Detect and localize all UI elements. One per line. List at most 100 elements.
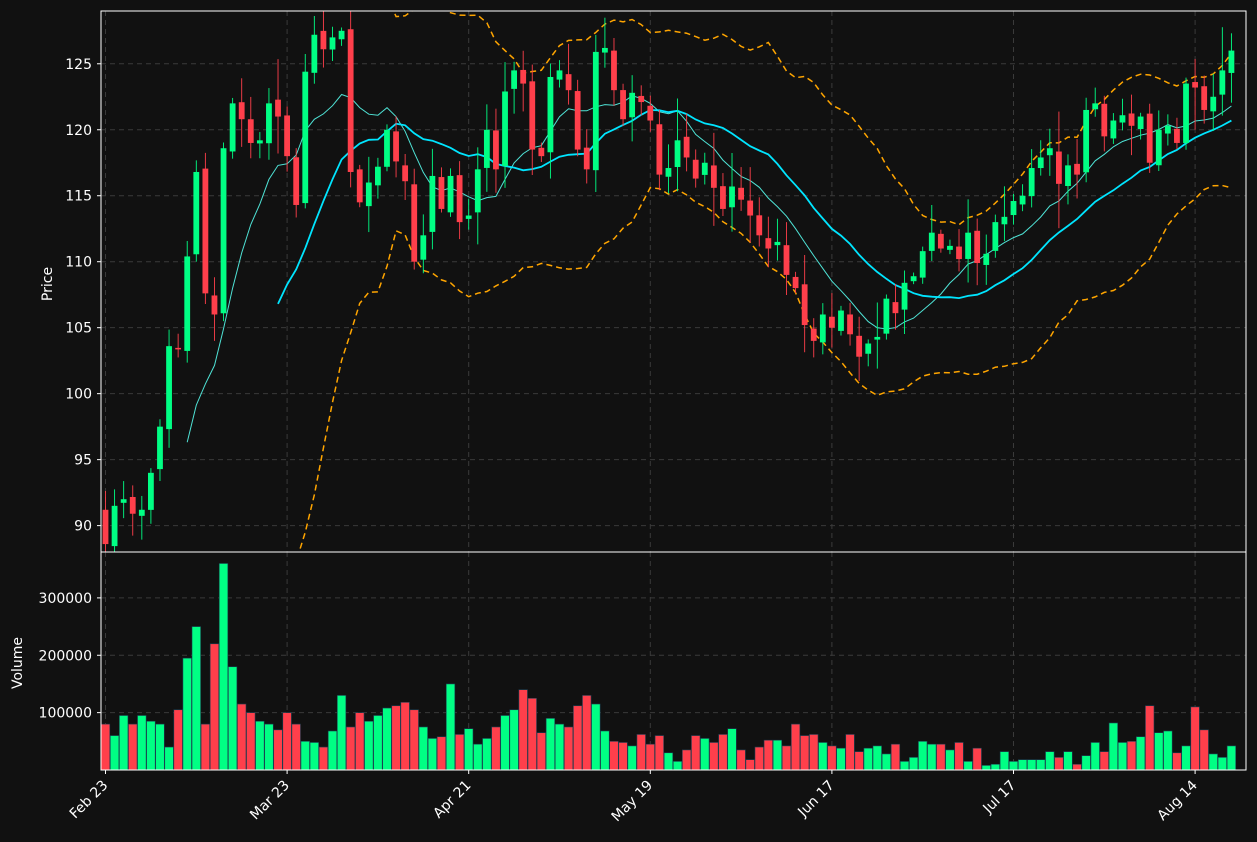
- candle-body: [256, 140, 263, 144]
- candle-body: [928, 232, 935, 251]
- candle-body: [865, 343, 872, 354]
- volume-tick-label: 200000: [39, 648, 92, 664]
- volume-bar: [1172, 752, 1182, 770]
- volume-bar: [473, 743, 483, 770]
- candle-body: [1128, 113, 1135, 126]
- volume-bar: [1226, 745, 1237, 770]
- volume-bar: [482, 738, 492, 770]
- volume-bar: [527, 697, 537, 770]
- candle-body: [202, 168, 209, 294]
- volume-bar: [582, 695, 592, 770]
- candle-body: [1155, 129, 1162, 166]
- volume-bar: [209, 643, 220, 770]
- volume-bar: [1072, 763, 1082, 770]
- candle-body: [465, 215, 472, 219]
- candle-body: [611, 50, 617, 91]
- candle-body: [266, 103, 272, 144]
- candle-body: [402, 165, 409, 182]
- candle-body: [710, 165, 717, 188]
- volume-bar: [990, 763, 1000, 770]
- volume-bar: [427, 738, 437, 770]
- candle-body: [774, 241, 781, 246]
- candle-body: [474, 169, 481, 213]
- candle-body: [901, 282, 908, 310]
- candle-body: [1001, 216, 1008, 225]
- volume-bar: [119, 715, 129, 770]
- volume-bar: [391, 705, 401, 770]
- volume-bar: [790, 723, 801, 770]
- candle-body: [447, 175, 454, 213]
- candle-body: [138, 509, 145, 516]
- volume-bar: [682, 749, 692, 770]
- volume-bar: [627, 745, 637, 770]
- candle-body: [538, 147, 545, 157]
- candle-body: [411, 184, 418, 262]
- volume-bar: [918, 741, 928, 770]
- candle-body: [338, 30, 345, 40]
- candle-body: [211, 295, 218, 315]
- volume-bar: [200, 723, 210, 770]
- volume-bar: [1217, 757, 1227, 770]
- candle-body: [1164, 125, 1171, 134]
- volume-bar: [872, 745, 882, 770]
- volume-bar: [545, 718, 556, 770]
- candle-body: [311, 34, 318, 73]
- price-panel-frame: [100, 10, 1247, 553]
- volume-axis-label: Volume: [10, 637, 26, 689]
- volume-bar: [509, 709, 519, 770]
- volume-bar: [182, 657, 192, 770]
- candle-body: [1183, 83, 1189, 143]
- volume-bar: [1090, 742, 1100, 770]
- volume-bar: [1045, 751, 1055, 770]
- volume-bar: [763, 739, 773, 770]
- volume-bar: [718, 734, 728, 770]
- volume-bar: [409, 709, 419, 770]
- volume-bar: [890, 743, 901, 770]
- candle-body: [574, 91, 581, 150]
- candle-body: [729, 186, 735, 208]
- candle-body: [638, 95, 645, 103]
- volume-bar: [863, 747, 873, 770]
- date-tick-label: Apr 21: [430, 778, 474, 822]
- volume-bar: [500, 715, 510, 770]
- candle-body: [556, 70, 563, 80]
- volume-bar: [237, 703, 247, 770]
- volume-bar: [1027, 759, 1037, 770]
- volume-bar: [1017, 759, 1028, 770]
- candle-body: [438, 177, 445, 209]
- candle-body: [1201, 86, 1208, 110]
- volume-bar: [101, 723, 111, 770]
- candle-body: [1146, 113, 1153, 163]
- volume-bar: [963, 761, 973, 770]
- candle-body: [692, 159, 699, 179]
- candle-body: [129, 496, 136, 514]
- candlesticks: [102, 11, 1235, 552]
- volume-bar: [536, 732, 546, 770]
- ma20-line: [277, 109, 1232, 305]
- candle-body: [1074, 163, 1080, 175]
- candle-body: [629, 92, 636, 118]
- volume-bar: [809, 734, 819, 770]
- candle-body: [665, 168, 672, 177]
- candle-body: [456, 175, 463, 223]
- volume-bar: [672, 761, 683, 770]
- candle-body: [166, 346, 172, 430]
- candle-body: [756, 215, 763, 236]
- volume-bar: [999, 751, 1010, 770]
- candle-body: [175, 347, 182, 350]
- volume-bar: [691, 735, 701, 770]
- price-axis-ticks: 90 95 100 105 110 115 120 125: [65, 57, 101, 535]
- volume-bar: [573, 705, 583, 770]
- volume-bar: [781, 745, 792, 770]
- candle-body: [856, 335, 863, 357]
- price-series: [186, 11, 1233, 552]
- volume-bar: [1190, 706, 1200, 770]
- candle-body: [193, 171, 200, 255]
- candle-body: [320, 30, 327, 50]
- candle-body: [1119, 115, 1126, 123]
- volume-bar: [1099, 751, 1109, 770]
- volume-bar: [909, 757, 919, 770]
- candle-body: [829, 316, 835, 328]
- volume-bar: [1081, 755, 1091, 770]
- candle-body: [602, 47, 608, 53]
